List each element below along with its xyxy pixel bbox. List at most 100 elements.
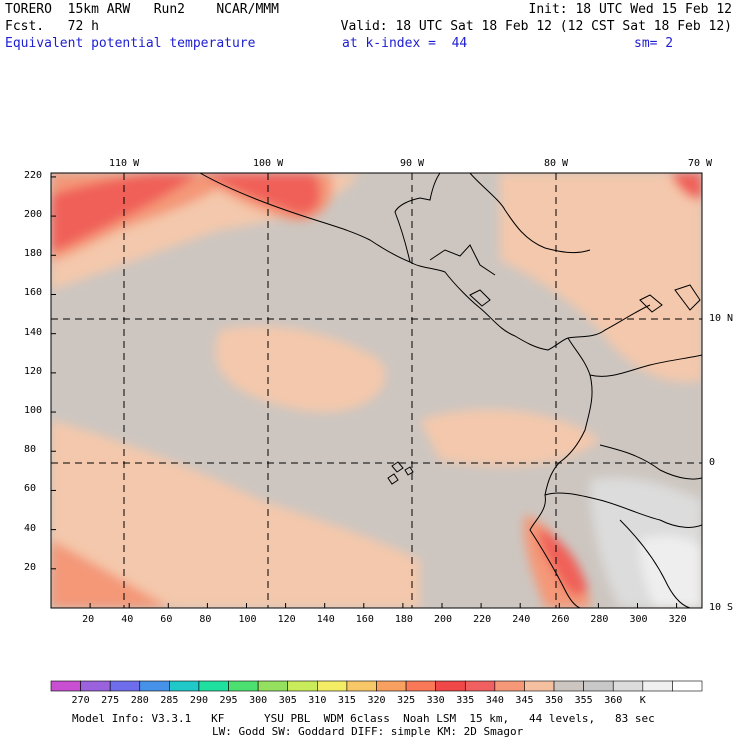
colorbar-label: 325 <box>397 695 416 706</box>
colorbar-swatch <box>257 680 289 692</box>
field-hot-caribbean <box>670 173 702 200</box>
colorbar-label: 315 <box>337 695 356 706</box>
lat-label-0: 0 <box>709 457 716 468</box>
colorbar-label: 285 <box>160 695 179 706</box>
y-tick-label: 180 <box>24 248 43 260</box>
x-tick-label: 220 <box>473 614 492 625</box>
y-tick-label: 20 <box>24 561 37 573</box>
lon-label-80w: 80 W <box>544 158 569 169</box>
lon-label-70w: 70 W <box>688 158 713 169</box>
model-title: TORERO 15km ARW Run2 NCAR/MMM <box>5 2 279 17</box>
colorbar-swatch <box>612 680 644 692</box>
colorbar-label: 320 <box>367 695 386 706</box>
colorbar-swatch <box>583 680 614 692</box>
field-warm-mid <box>420 409 600 466</box>
colorbar-swatch <box>376 680 407 692</box>
map-frame <box>50 172 703 609</box>
y-tick-label: 40 <box>24 522 37 534</box>
y-tick-label: 120 <box>24 365 43 377</box>
colorbar-swatch <box>405 680 436 692</box>
lon-label-110w: 110 W <box>109 158 140 169</box>
x-tick-label: 200 <box>433 614 453 625</box>
axis-ticks <box>51 176 678 608</box>
field-hot-northwest <box>51 173 200 252</box>
x-tick-label: 120 <box>277 614 296 625</box>
field-name: Equivalent potential temperature <box>5 36 256 51</box>
colorbar-label: 330 <box>426 695 445 706</box>
colorbar-swatch <box>287 680 318 692</box>
colorbar-label: 280 <box>130 695 149 706</box>
y-tick-label: 80 <box>24 444 37 456</box>
lon-label-90w: 90 W <box>400 158 425 169</box>
field-warm-blob <box>215 326 386 412</box>
x-tick-label: 240 <box>512 614 531 625</box>
lat-label-10n: 10 N <box>709 313 734 324</box>
colorbar-label: 290 <box>189 695 208 706</box>
x-tick-label: 80 <box>199 614 212 625</box>
colorbar-swatch <box>553 680 584 692</box>
colorbar-swatch <box>169 680 200 692</box>
valid-time: Valid: 18 UTC Sat 18 Feb 12 (12 CST Sat … <box>340 19 732 34</box>
colorbar-swatch <box>109 680 141 692</box>
x-tick-label: 40 <box>121 614 134 625</box>
field-cold-amazon <box>639 535 702 608</box>
x-tick-label: 20 <box>82 614 95 625</box>
colorbar-swatch <box>317 680 348 692</box>
colorbar-swatch <box>672 680 703 692</box>
colorbar-swatch <box>228 680 259 692</box>
y-tick-label: 60 <box>24 483 37 495</box>
colorbar-swatch <box>198 680 229 692</box>
colorbar-swatch <box>494 680 525 692</box>
init-time: Init: 18 UTC Wed 15 Feb 12 <box>528 2 733 17</box>
level-index: at k-index = 44 <box>342 36 468 51</box>
x-tick-label: 140 <box>316 614 335 625</box>
colorbar-label: 305 <box>278 695 297 706</box>
colorbar-label: 360 <box>604 695 623 706</box>
x-tick-label: 160 <box>355 614 374 625</box>
theta-e-field <box>51 173 702 608</box>
forecast-hour: Fcst. 72 h <box>5 19 99 34</box>
field-hot-peru <box>538 528 588 596</box>
colorbar-label: 350 <box>545 695 564 706</box>
x-tick-label: 300 <box>629 614 648 625</box>
colorbar-label: 300 <box>249 695 268 706</box>
colorbar-swatch <box>50 680 81 692</box>
colorbar-swatch <box>642 680 673 692</box>
colorbar-swatch <box>464 680 496 692</box>
field-warm-east <box>500 173 702 382</box>
x-tick-label: 180 <box>394 614 413 625</box>
colorbar <box>50 680 703 692</box>
y-tick-label: 140 <box>24 326 43 338</box>
y-tick-label: 160 <box>24 287 43 299</box>
colorbar-swatch <box>524 680 555 692</box>
colorbar-label: K <box>639 695 646 706</box>
colorbar-label: 275 <box>101 695 120 706</box>
field-hot-mexico <box>200 173 320 215</box>
x-tick-label: 60 <box>160 614 173 625</box>
colorbar-swatch <box>346 680 377 692</box>
lat-label-10s: 10 S <box>709 602 734 613</box>
colorbar-swatch <box>80 680 111 692</box>
smoothing-value: sm= 2 <box>634 36 674 51</box>
colorbar-label: 335 <box>456 695 475 706</box>
physics-info: LW: Godd SW: Goddard DIFF: simple KM: 2D… <box>212 725 524 738</box>
x-tick-label: 260 <box>551 614 570 625</box>
colorbar-swatch <box>139 680 170 692</box>
y-tick-label: 100 <box>24 405 43 417</box>
field-salmon-south <box>51 540 170 608</box>
colorbar-label: 310 <box>308 695 327 706</box>
x-tick-label: 280 <box>590 614 609 625</box>
model-info: Model Info: V3.3.1 KF YSU PBL WDM 6class… <box>72 712 655 725</box>
colorbar-label: 295 <box>219 695 238 706</box>
coastlines <box>199 173 702 608</box>
colorbar-label: 270 <box>71 695 90 706</box>
lat-lon-grid <box>51 173 702 608</box>
colorbar-label: 355 <box>574 695 593 706</box>
x-tick-label: 320 <box>668 614 687 625</box>
colorbar-label: 340 <box>485 695 504 706</box>
field-warm-south <box>51 420 420 608</box>
x-tick-label: 100 <box>238 614 257 625</box>
colorbar-swatch <box>435 680 466 692</box>
colorbar-label: 345 <box>515 695 534 706</box>
